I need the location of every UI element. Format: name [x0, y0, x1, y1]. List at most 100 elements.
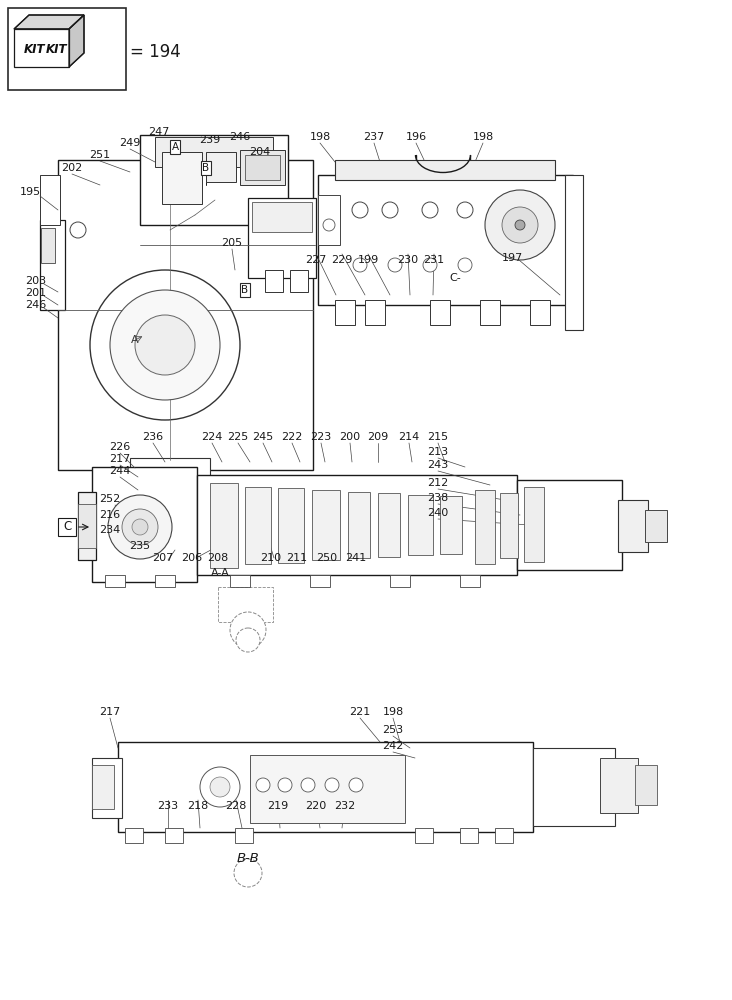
- Bar: [162, 152, 202, 204]
- Text: 221: 221: [349, 707, 370, 717]
- Bar: [533, 748, 615, 826]
- Circle shape: [502, 207, 538, 243]
- Bar: [440, 496, 462, 554]
- Bar: [335, 160, 555, 180]
- Bar: [500, 493, 518, 558]
- Text: 199: 199: [357, 255, 378, 265]
- Text: 213: 213: [427, 447, 449, 457]
- Circle shape: [234, 859, 262, 887]
- Text: 217: 217: [109, 454, 130, 464]
- Bar: [250, 755, 405, 823]
- Bar: [230, 575, 250, 587]
- Text: 243: 243: [427, 460, 449, 470]
- Bar: [245, 155, 280, 180]
- Text: B: B: [203, 163, 209, 173]
- Circle shape: [325, 778, 339, 792]
- Bar: [290, 270, 308, 292]
- Text: 244: 244: [109, 466, 131, 476]
- Text: C: C: [63, 520, 71, 534]
- Bar: [197, 475, 517, 575]
- Circle shape: [200, 767, 240, 807]
- Circle shape: [485, 190, 555, 260]
- Bar: [118, 742, 533, 832]
- Text: 222: 222: [281, 432, 303, 442]
- Bar: [58, 518, 76, 536]
- Circle shape: [256, 778, 270, 792]
- Bar: [365, 300, 385, 325]
- Bar: [125, 828, 143, 843]
- Text: A-A: A-A: [211, 568, 229, 578]
- Circle shape: [388, 258, 402, 272]
- Bar: [460, 575, 480, 587]
- Bar: [40, 175, 60, 225]
- Bar: [78, 504, 96, 548]
- Text: 196: 196: [406, 132, 427, 142]
- Bar: [58, 160, 313, 470]
- Text: C-: C-: [449, 273, 461, 283]
- Text: 251: 251: [89, 150, 111, 160]
- Text: A: A: [171, 142, 179, 152]
- Bar: [92, 758, 122, 818]
- Text: 228: 228: [225, 801, 247, 811]
- Polygon shape: [69, 15, 84, 67]
- Circle shape: [135, 315, 195, 375]
- Text: 198: 198: [310, 132, 331, 142]
- Bar: [92, 467, 197, 582]
- Circle shape: [323, 219, 335, 231]
- Bar: [635, 765, 657, 805]
- Text: 214: 214: [398, 432, 419, 442]
- Bar: [140, 135, 288, 225]
- Bar: [480, 300, 500, 325]
- Text: 210: 210: [261, 553, 282, 563]
- Text: 219: 219: [267, 801, 288, 811]
- Text: 241: 241: [346, 553, 367, 563]
- Text: 240: 240: [427, 508, 449, 518]
- Text: 200: 200: [340, 432, 361, 442]
- Bar: [41, 228, 55, 263]
- Circle shape: [515, 220, 525, 230]
- Bar: [210, 483, 238, 568]
- Text: 201: 201: [26, 288, 47, 298]
- Text: 205: 205: [222, 238, 242, 248]
- Bar: [165, 828, 183, 843]
- Bar: [415, 828, 433, 843]
- Text: 225: 225: [228, 432, 249, 442]
- Text: 224: 224: [201, 432, 223, 442]
- Bar: [378, 493, 400, 557]
- Text: 223: 223: [310, 432, 332, 442]
- Text: 232: 232: [335, 801, 356, 811]
- Text: 202: 202: [61, 163, 83, 173]
- Bar: [318, 195, 340, 245]
- Bar: [495, 828, 513, 843]
- Bar: [8, 8, 126, 90]
- Text: 250: 250: [316, 553, 337, 563]
- Text: 249: 249: [119, 138, 141, 148]
- Text: 242: 242: [382, 741, 403, 751]
- Bar: [105, 575, 125, 587]
- Circle shape: [458, 258, 472, 272]
- Text: KIT: KIT: [46, 43, 67, 56]
- Circle shape: [110, 290, 220, 400]
- Text: 252: 252: [100, 494, 121, 504]
- Text: 218: 218: [187, 801, 209, 811]
- Text: 247: 247: [149, 127, 170, 137]
- Bar: [155, 575, 175, 587]
- Bar: [475, 490, 495, 564]
- Text: 211: 211: [286, 553, 307, 563]
- Bar: [530, 300, 550, 325]
- Text: 246: 246: [229, 132, 250, 142]
- Circle shape: [210, 777, 230, 797]
- Circle shape: [349, 778, 363, 792]
- Circle shape: [457, 202, 473, 218]
- Circle shape: [132, 519, 148, 535]
- Text: 235: 235: [130, 541, 151, 551]
- Circle shape: [353, 258, 367, 272]
- Text: 234: 234: [100, 525, 121, 535]
- Circle shape: [423, 258, 437, 272]
- Bar: [340, 180, 510, 290]
- Text: 197: 197: [501, 253, 523, 263]
- Text: 208: 208: [207, 553, 228, 563]
- Text: B: B: [242, 285, 249, 295]
- Bar: [78, 492, 96, 560]
- Text: 216: 216: [100, 510, 121, 520]
